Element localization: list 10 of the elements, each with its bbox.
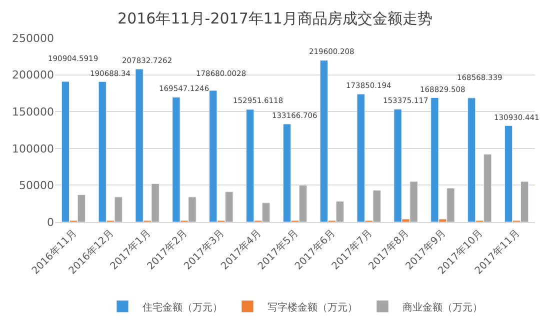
y-tick-label: 100000 <box>12 142 54 156</box>
legend-label: 商业金额（万元） <box>402 301 482 314</box>
y-tick-label: 0 <box>47 216 54 229</box>
chart-title: 2016年11月-2017年11月商品房成交金额走势 <box>118 10 432 28</box>
y-tick-label: 200000 <box>12 68 54 82</box>
y-tick-label: 250000 <box>12 32 54 45</box>
legend-label: 住宅金额（万元） <box>142 301 222 314</box>
y-tick-label: 150000 <box>12 105 54 118</box>
y-tick-label: 50000 <box>19 179 54 192</box>
legend-label: 写字楼金额（万元） <box>268 301 358 314</box>
